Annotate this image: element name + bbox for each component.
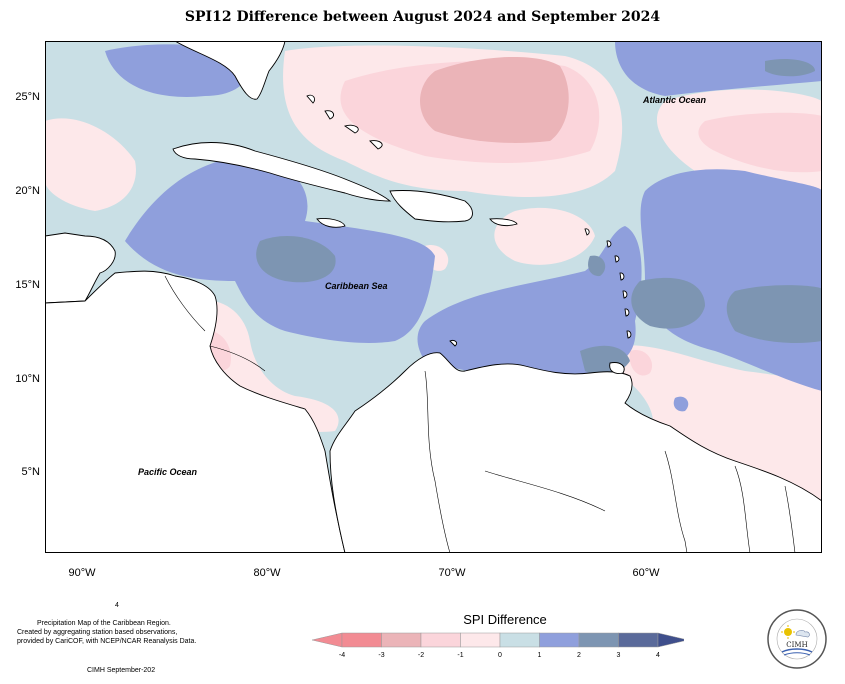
lat-tick-25n: 25°N	[15, 91, 40, 103]
legend-swatch	[460, 632, 501, 648]
lon-tick-90w: 90°W	[68, 567, 96, 579]
map-border	[45, 41, 822, 553]
legend-swatch	[499, 632, 540, 648]
legend-swatch	[381, 632, 422, 648]
legend-tick-label: 0	[498, 652, 502, 659]
borders	[164, 275, 796, 553]
spi-pos2-regions	[256, 59, 822, 376]
legend-tick-label: -2	[417, 652, 425, 659]
legend-tick-label: -1	[457, 652, 464, 659]
legend-title: SPI Difference	[463, 612, 547, 627]
footer-note-0: 4	[115, 602, 119, 609]
legend-swatch	[578, 632, 619, 648]
label-pacific-ocean: Pacific Ocean	[138, 467, 198, 477]
spi-map: Atlantic Ocean Caribbean Sea Pacific Oce…	[45, 41, 822, 553]
footer-note-1: Precipitation Map of the Caribbean Regio…	[37, 620, 171, 627]
map-title: SPI12 Difference between August 2024 and…	[184, 9, 661, 25]
label-caribbean-sea: Caribbean Sea	[325, 281, 388, 291]
legend-tick-label: -4	[338, 652, 346, 659]
footer-note-3: provided by CariCOF, with NCEP/NCAR Rean…	[17, 638, 197, 645]
legend-tick-label: 2	[577, 652, 581, 659]
legend-tick-label: 4	[656, 652, 660, 659]
legend-tick-label: 3	[616, 652, 621, 659]
lon-tick-60w: 60°W	[632, 567, 660, 579]
legend-arrow-high	[657, 632, 684, 648]
legend-tick-label: 1	[537, 652, 542, 659]
lat-tick-5n: 5°N	[21, 466, 40, 478]
land	[45, 41, 822, 553]
footer-note-2: Created by aggregating station based obs…	[17, 629, 178, 636]
legend-colorbar	[312, 632, 684, 648]
footer-credit: CIMH September-202	[87, 667, 156, 674]
legend-tick-label: -3	[378, 652, 385, 659]
lat-tick-15n: 15°N	[15, 279, 40, 291]
legend-swatch	[618, 632, 659, 648]
legend-swatch	[341, 632, 382, 648]
legend-swatch	[539, 632, 580, 648]
spi-neg3-regions	[420, 56, 569, 143]
cimh-logo: CIMH	[767, 609, 827, 669]
logo-text: CIMH	[786, 641, 807, 649]
lat-tick-10n: 10°N	[15, 373, 40, 385]
legend-arrow-low	[312, 632, 343, 648]
legend-swatch	[420, 632, 461, 648]
lat-tick-20n: 20°N	[15, 185, 40, 197]
lon-tick-80w: 80°W	[253, 567, 281, 579]
lon-tick-70w: 70°W	[438, 567, 466, 579]
label-atlantic-ocean: Atlantic Ocean	[642, 95, 707, 105]
